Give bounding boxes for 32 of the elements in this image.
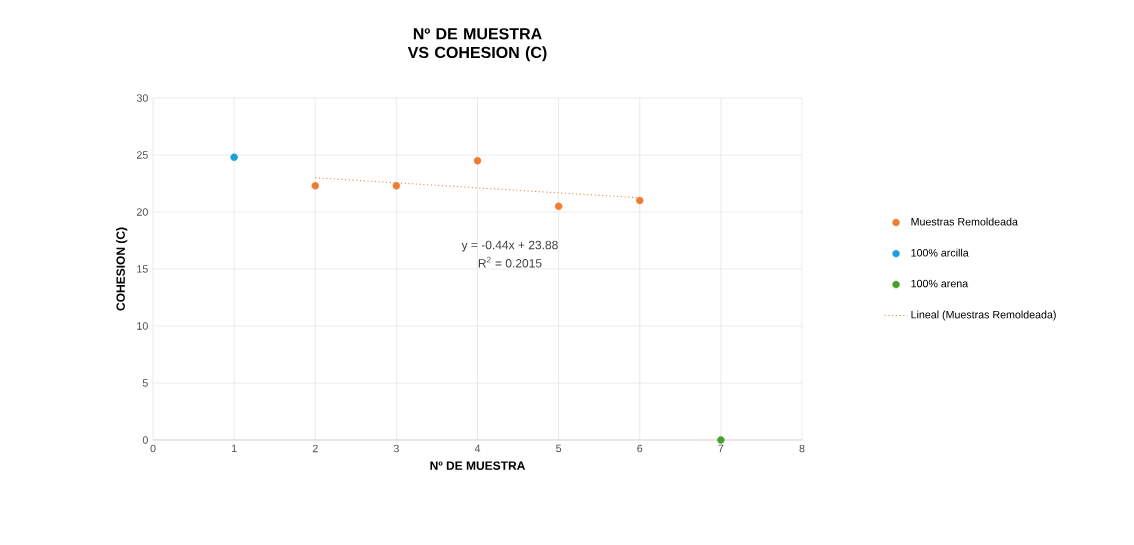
point: [230, 153, 238, 162]
y-tick-label: 15: [137, 265, 148, 273]
point: [554, 202, 563, 211]
x-tick-label: 7: [718, 444, 724, 453]
y-tick-label: 10: [137, 322, 148, 330]
point: [717, 436, 725, 444]
y-tick-label: 5: [142, 379, 148, 387]
legend-label: Muestras Remoldeada: [911, 217, 1018, 226]
point: [392, 182, 401, 190]
x-tick-label: 5: [556, 444, 562, 453]
y-tick-label: 0: [142, 436, 148, 444]
x-tick-label: 8: [799, 444, 805, 453]
point: [636, 196, 644, 205]
legend-label: 100% arena: [911, 279, 969, 288]
y-tick-label: 25: [136, 151, 148, 159]
y-axis-title: COHESION (C): [116, 227, 128, 311]
x-tick-label: 4: [474, 444, 481, 453]
point: [311, 182, 319, 190]
x-tick-label: 3: [393, 444, 399, 453]
x-tick-label: 2: [312, 444, 318, 453]
annotation: y = -0.44x + 23.88: [461, 240, 558, 252]
x-tick-label: 0: [150, 444, 156, 453]
y-tick-label: 30: [136, 94, 148, 102]
x-tick-label: 1: [231, 444, 237, 453]
legend-label: Lineal (Muestras Remoldeada): [911, 310, 1056, 321]
point: [473, 156, 482, 165]
legend-label: 100% arcilla: [911, 248, 969, 257]
x-axis-title: Nº DE MUESTRA: [430, 461, 526, 470]
annotation: R$^{2}$ = 0.2015: [478, 256, 542, 268]
y-tick-label: 20: [136, 208, 148, 216]
chart-title: Nº DE MUESTRA VS COHESION (C): [407, 28, 547, 62]
x-tick-label: 6: [637, 444, 643, 453]
